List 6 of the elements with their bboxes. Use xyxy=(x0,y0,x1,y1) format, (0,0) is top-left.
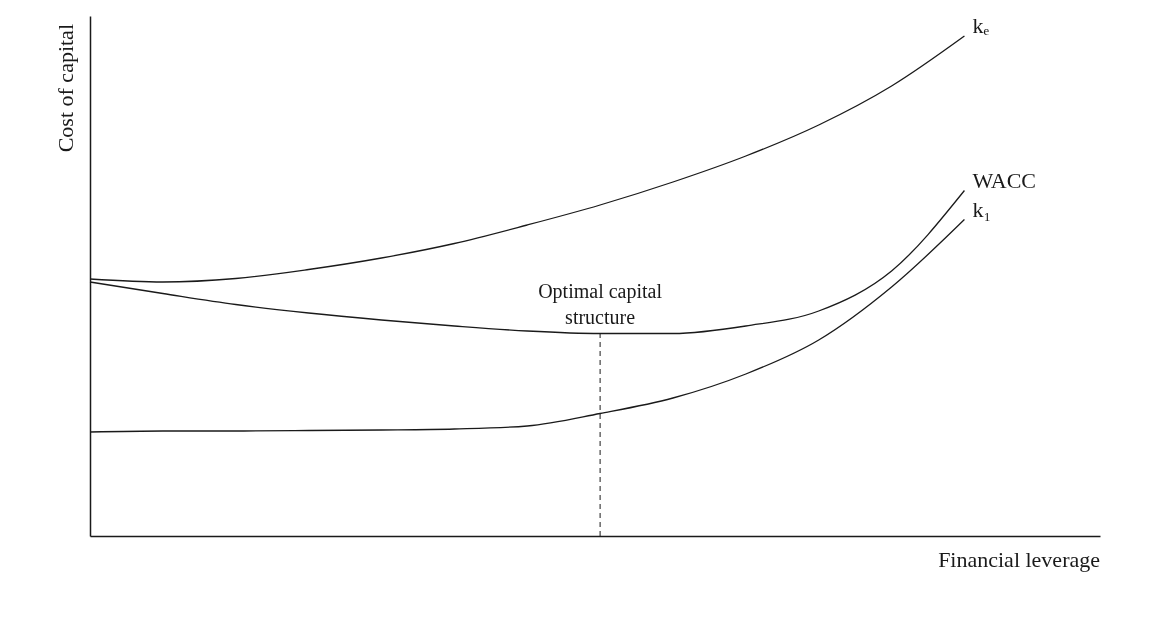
annotation: Optimal capital structure xyxy=(538,279,663,328)
series-label: kₑ xyxy=(972,13,990,38)
series-label: WACC xyxy=(972,167,1037,193)
series-label: k₁ xyxy=(972,196,992,222)
x-axis-title: Financial leverage xyxy=(938,547,1100,572)
y-axis-title: Cost of capital xyxy=(53,24,78,153)
